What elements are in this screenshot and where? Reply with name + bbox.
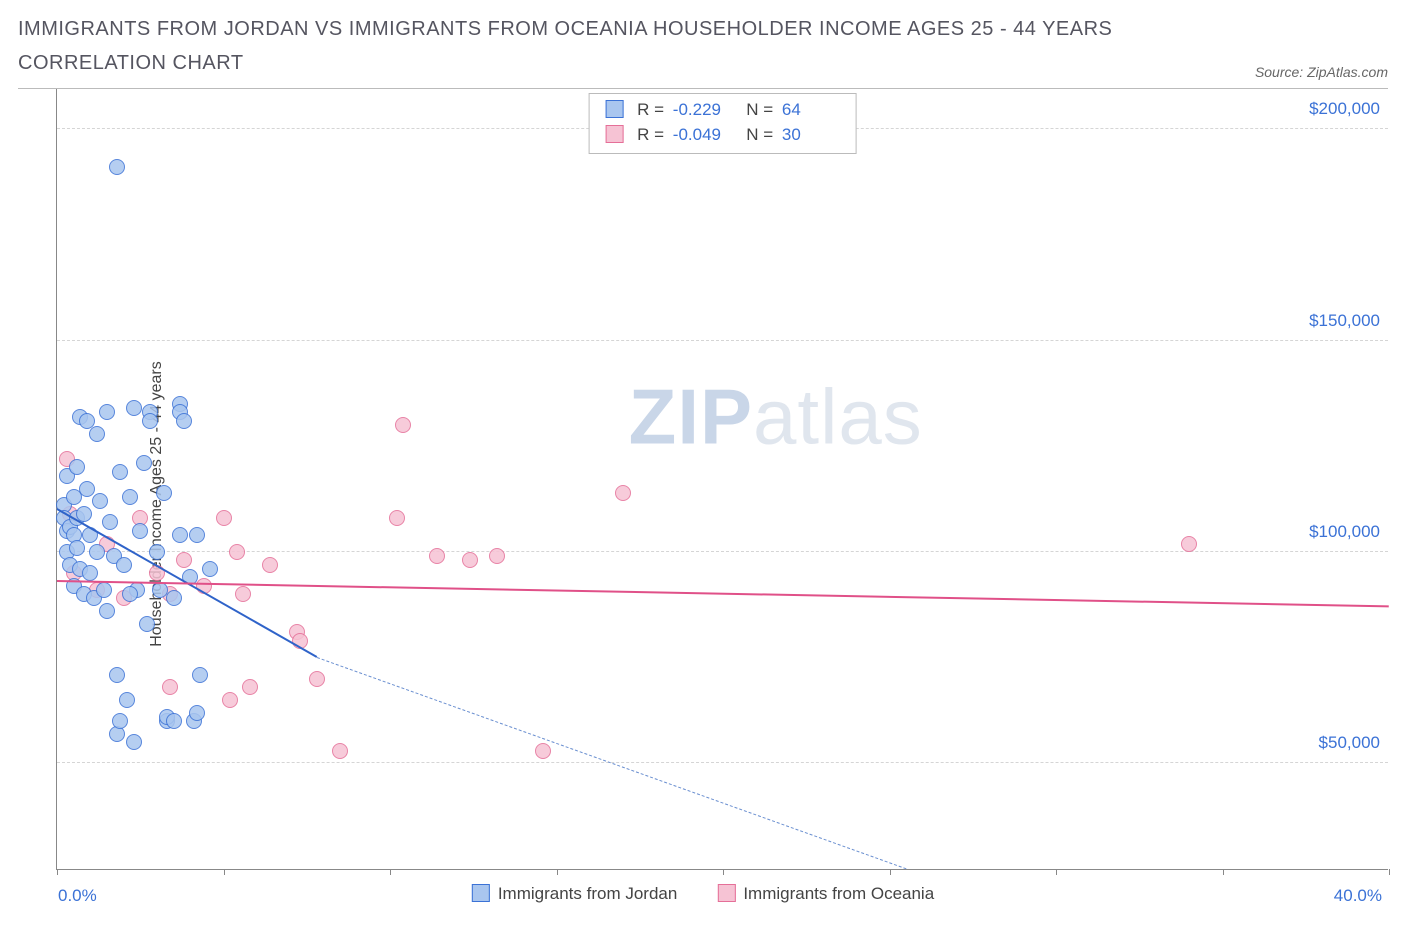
stats-row: R = -0.049 N = 30: [605, 123, 840, 148]
data-point: [462, 552, 478, 568]
gridline: [57, 762, 1388, 763]
data-point: [162, 679, 178, 695]
data-point: [69, 540, 85, 556]
data-point: [69, 459, 85, 475]
data-point: [149, 544, 165, 560]
data-point: [102, 514, 118, 530]
data-point: [82, 565, 98, 581]
data-point: [89, 426, 105, 442]
series-legend: Immigrants from Jordan Immigrants from Oc…: [472, 884, 934, 904]
data-point: [332, 743, 348, 759]
y-tick-label: $150,000: [1309, 311, 1380, 331]
data-point: [176, 413, 192, 429]
data-point: [96, 582, 112, 598]
data-point: [166, 713, 182, 729]
data-point: [262, 557, 278, 573]
data-point: [615, 485, 631, 501]
x-tick: [1056, 869, 1057, 875]
data-point: [92, 493, 108, 509]
chart-container: Householder Income Ages 25 - 44 years ZI…: [18, 88, 1388, 918]
data-point: [395, 417, 411, 433]
data-point: [202, 561, 218, 577]
y-tick-label: $200,000: [1309, 99, 1380, 119]
chart-header: IMMIGRANTS FROM JORDAN VS IMMIGRANTS FRO…: [18, 12, 1388, 80]
x-tick: [723, 869, 724, 875]
data-point: [142, 413, 158, 429]
data-point: [489, 548, 505, 564]
data-point: [192, 667, 208, 683]
data-point: [535, 743, 551, 759]
data-point: [112, 713, 128, 729]
legend-item: Immigrants from Jordan: [472, 884, 678, 904]
watermark: ZIPatlas: [629, 371, 923, 462]
data-point: [309, 671, 325, 687]
x-axis-min-label: 0.0%: [58, 886, 97, 906]
legend-item: Immigrants from Oceania: [717, 884, 934, 904]
data-point: [172, 527, 188, 543]
x-tick: [390, 869, 391, 875]
data-point: [176, 552, 192, 568]
source-label: Source: ZipAtlas.com: [1255, 64, 1388, 80]
data-point: [429, 548, 445, 564]
stats-legend-box: R = -0.229 N = 64R = -0.049 N = 30: [588, 93, 857, 154]
data-point: [189, 527, 205, 543]
data-point: [242, 679, 258, 695]
data-point: [99, 404, 115, 420]
x-tick: [224, 869, 225, 875]
data-point: [136, 455, 152, 471]
data-point: [222, 692, 238, 708]
data-point: [126, 400, 142, 416]
legend-swatch: [472, 884, 490, 902]
data-point: [139, 616, 155, 632]
data-point: [216, 510, 232, 526]
data-point: [132, 523, 148, 539]
x-tick: [890, 869, 891, 875]
x-axis-max-label: 40.0%: [1334, 886, 1382, 906]
stats-row: R = -0.229 N = 64: [605, 98, 840, 123]
data-point: [109, 667, 125, 683]
data-point: [116, 557, 132, 573]
data-point: [126, 734, 142, 750]
data-point: [122, 586, 138, 602]
data-point: [389, 510, 405, 526]
legend-swatch: [605, 125, 623, 143]
y-tick-label: $50,000: [1319, 733, 1380, 753]
x-tick: [1223, 869, 1224, 875]
data-point: [156, 485, 172, 501]
data-point: [79, 481, 95, 497]
data-point: [189, 705, 205, 721]
x-tick: [1389, 869, 1390, 875]
data-point: [235, 586, 251, 602]
data-point: [119, 692, 135, 708]
gridline: [57, 340, 1388, 341]
trend-line: [57, 580, 1389, 607]
data-point: [166, 590, 182, 606]
x-tick: [557, 869, 558, 875]
x-tick: [57, 869, 58, 875]
data-point: [112, 464, 128, 480]
legend-swatch: [605, 100, 623, 118]
legend-swatch: [717, 884, 735, 902]
data-point: [122, 489, 138, 505]
plot-area: ZIPatlas R = -0.229 N = 64R = -0.049 N =…: [56, 89, 1388, 870]
data-point: [109, 159, 125, 175]
y-tick-label: $100,000: [1309, 522, 1380, 542]
chart-title: IMMIGRANTS FROM JORDAN VS IMMIGRANTS FRO…: [18, 12, 1118, 80]
data-point: [229, 544, 245, 560]
data-point: [99, 603, 115, 619]
data-point: [1181, 536, 1197, 552]
data-point: [89, 544, 105, 560]
